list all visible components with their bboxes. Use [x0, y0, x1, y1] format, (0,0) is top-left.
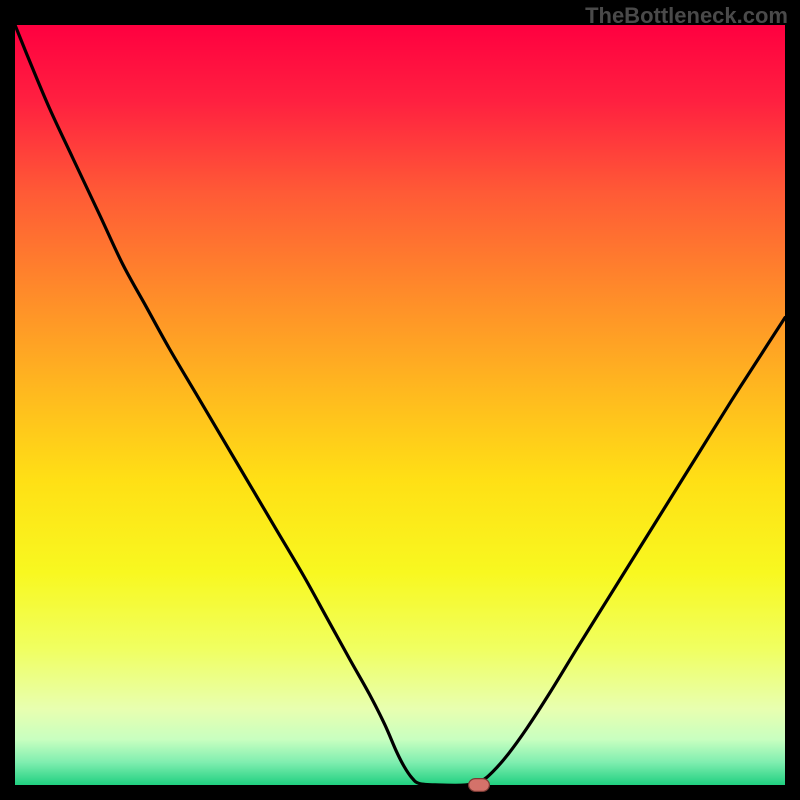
chart-container: TheBottleneck.com	[0, 0, 800, 800]
bottleneck-chart	[15, 25, 785, 785]
watermark-label: TheBottleneck.com	[585, 3, 788, 29]
marker-pill	[468, 779, 489, 792]
bottleneck-marker	[468, 778, 490, 792]
gradient-background	[15, 25, 785, 785]
